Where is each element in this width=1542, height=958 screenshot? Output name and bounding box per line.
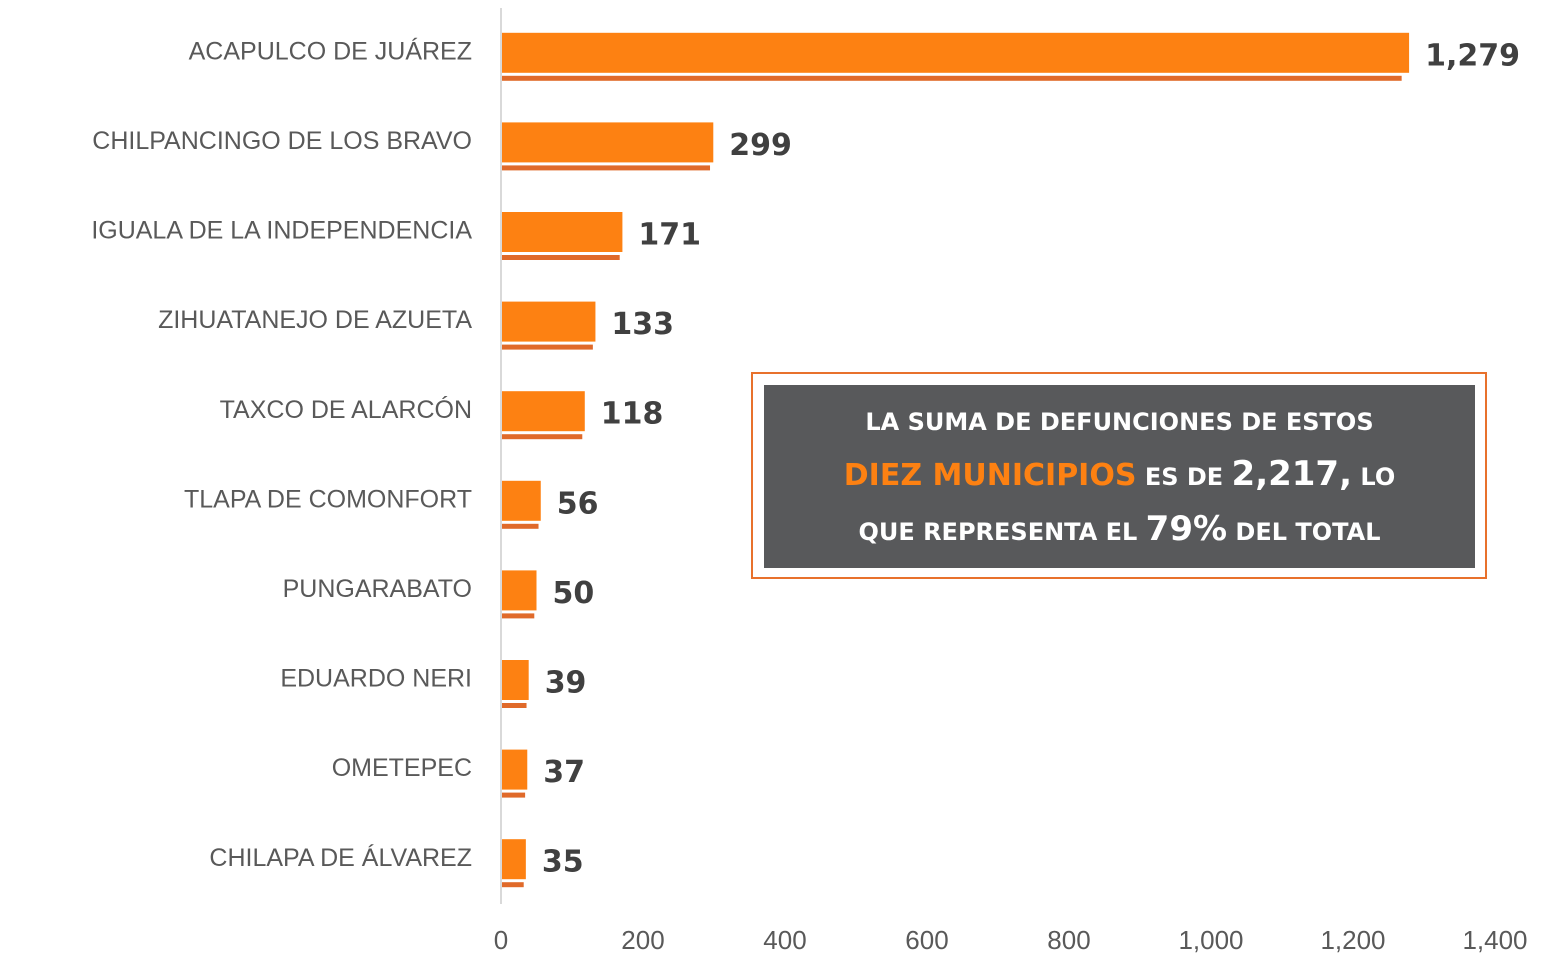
annotation-number: 2,217, [1231, 453, 1353, 494]
bar-shadow [502, 792, 526, 798]
annotation-box: LA SUMA DE DEFUNCIONES DE ESTOS DIEZ MUN… [751, 372, 1487, 579]
x-tick-label: 1,400 [1462, 925, 1527, 955]
bar [502, 839, 526, 880]
bar [502, 301, 596, 342]
bar [502, 749, 528, 790]
y-tick-label: CHILAPA DE ÁLVAREZ [209, 843, 472, 872]
value-label: 118 [601, 397, 664, 432]
value-label: 299 [729, 128, 792, 163]
y-tick-label: CHILPANCINGO DE LOS BRAVO [92, 127, 472, 155]
x-tick-label: 200 [621, 925, 664, 955]
bar [502, 122, 714, 163]
annotation-line: DIEZ MUNICIPIOS ES DE 2,217, LO [764, 448, 1475, 503]
bar [502, 391, 585, 432]
bar [502, 660, 529, 700]
y-tick-label: EDUARDO NERI [280, 665, 472, 693]
annotation-text: ES DE [1144, 462, 1224, 491]
value-label: 56 [557, 486, 599, 521]
bar [502, 480, 541, 521]
value-label: 50 [553, 576, 595, 611]
bar-shadow [502, 703, 527, 708]
y-tick-label: ACAPULCO DE JUÁREZ [189, 36, 472, 65]
bar-shadow [502, 255, 620, 260]
x-tick-label: 0 [494, 925, 508, 955]
annotation-text: QUE REPRESENTA EL [858, 517, 1138, 546]
value-label: 39 [545, 666, 587, 701]
y-tick-label: TAXCO DE ALARCÓN [220, 395, 472, 424]
x-tick-label: 800 [1047, 925, 1090, 955]
annotation-text: DEL TOTAL [1235, 517, 1381, 546]
x-tick-label: 600 [905, 925, 948, 955]
bar [502, 212, 623, 252]
annotation-line: QUE REPRESENTA EL 79% DEL TOTAL [764, 503, 1475, 558]
annotation-line: LA SUMA DE DEFUNCIONES DE ESTOS [764, 396, 1475, 448]
value-label: 133 [611, 307, 674, 342]
annotation-highlight: DIEZ MUNICIPIOS [843, 457, 1137, 493]
y-tick-label: ZIHUATANEJO DE AZUETA [158, 306, 472, 334]
x-tick-label: 1,200 [1320, 925, 1385, 955]
bar-shadow [502, 434, 583, 440]
annotation-text: LO [1360, 462, 1396, 491]
bar [502, 570, 537, 611]
value-label: 37 [543, 755, 585, 790]
value-label: 1,279 [1425, 38, 1520, 73]
value-label: 35 [542, 845, 584, 880]
annotation-number: 79% [1145, 508, 1228, 549]
bar-shadow [502, 75, 1402, 81]
x-tick-label: 1,000 [1178, 925, 1243, 955]
annotation-text: LA SUMA DE DEFUNCIONES DE ESTOS [865, 407, 1374, 436]
y-tick-label: TLAPA DE COMONFORT [184, 485, 472, 513]
bar-shadow [502, 165, 711, 171]
bar-shadow [502, 344, 593, 350]
bar [502, 32, 1410, 73]
x-tick-label: 400 [763, 925, 806, 955]
bar-shadow [502, 882, 524, 888]
y-tick-label: OMETEPEC [332, 754, 472, 782]
bar-shadow [502, 523, 539, 529]
y-tick-label: PUNGARABATO [283, 575, 472, 603]
y-tick-label: IGUALA DE LA INDEPENDENCIA [91, 217, 472, 245]
bar-shadow [502, 613, 535, 619]
annotation-inner: LA SUMA DE DEFUNCIONES DE ESTOS DIEZ MUN… [764, 385, 1475, 568]
value-label: 171 [638, 218, 701, 253]
